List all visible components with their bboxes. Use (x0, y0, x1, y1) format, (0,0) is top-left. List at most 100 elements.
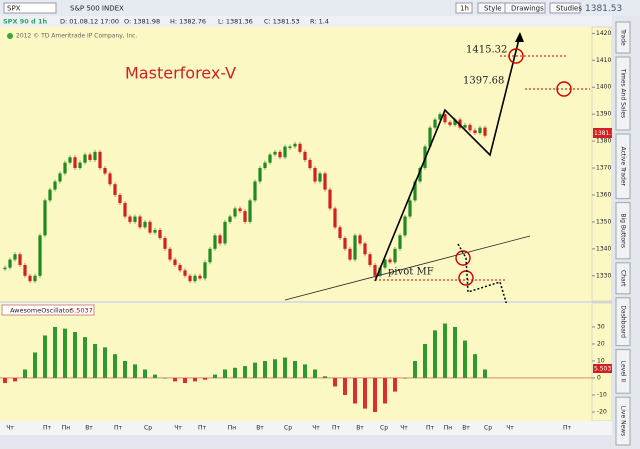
candle (163, 238, 167, 249)
oscillator-bar (33, 352, 37, 378)
candle (408, 200, 412, 217)
header-field: L: 1381.36 (218, 18, 253, 26)
aggregation[interactable]: 1h (460, 5, 469, 13)
sidebar-tab[interactable] (615, 262, 631, 295)
candle (293, 143, 297, 147)
oscillator-bar (173, 377, 177, 382)
toolbar-button[interactable] (549, 2, 581, 14)
toolbar-button-label[interactable]: Drawings (511, 5, 544, 13)
header-field: H: 1382.76 (170, 18, 206, 26)
sidebar-tab-label[interactable]: Times And Sales (620, 68, 627, 118)
sidebar-tab[interactable] (615, 56, 631, 131)
oscillator-bar (313, 369, 317, 378)
candle (228, 216, 232, 222)
annotation: 1397.68 (463, 76, 504, 87)
candle (478, 127, 482, 134)
candle (378, 267, 382, 276)
sidebar-tab-label[interactable]: Active Trader (620, 147, 627, 187)
candle (428, 127, 432, 147)
candle (103, 168, 107, 174)
sidebar-tab-label[interactable]: Dashboard (620, 305, 627, 338)
x-tick-label: Пт (198, 425, 207, 432)
candle (263, 162, 267, 169)
candle (43, 200, 47, 236)
candle (63, 162, 67, 174)
sidebar-tab-label[interactable]: Big Buttons (620, 213, 627, 248)
y-tick-label: 30 (597, 323, 605, 330)
oscillator-bar (433, 330, 437, 378)
sidebar-tab[interactable] (615, 297, 631, 347)
candle (178, 264, 182, 271)
candle (323, 173, 327, 190)
candle (223, 221, 227, 244)
candle (348, 248, 352, 260)
candle (173, 259, 177, 265)
sidebar-tab-label[interactable]: Live News (620, 406, 627, 436)
toolbar-button[interactable] (504, 2, 546, 14)
oscillator-bar (353, 377, 357, 404)
candle (273, 151, 277, 155)
oscillator-bar (213, 374, 217, 378)
candle (353, 235, 357, 260)
sidebar-tab[interactable] (615, 349, 631, 394)
candle (128, 216, 132, 222)
oscillator-bar (373, 377, 377, 413)
candle (433, 119, 437, 128)
candle (153, 229, 157, 233)
sidebar-tab-label[interactable]: Level II (620, 361, 627, 383)
annotation: 1415.32 (466, 45, 507, 56)
candle (328, 189, 332, 209)
sidebar-tab-label[interactable]: Chart (620, 270, 627, 287)
oscillator-bar (293, 360, 297, 378)
aggregation-button[interactable] (455, 2, 473, 14)
symbol-input[interactable] (3, 2, 57, 14)
candle (258, 168, 262, 182)
x-tick-label: Вт (356, 425, 364, 432)
toolbar-button-label[interactable]: Style (484, 5, 502, 13)
candle (133, 216, 137, 222)
circle-marker (556, 81, 572, 97)
oscillator-bar (83, 337, 87, 378)
x-tick-label: Вт (85, 425, 93, 432)
oscillator-bar (333, 377, 337, 387)
copyright: 2012 © TD Ameritrade IP Company, Inc. (16, 33, 137, 40)
candle (33, 275, 37, 282)
candle (458, 119, 462, 128)
sidebar-tab[interactable] (615, 396, 631, 446)
oscillator-bar (303, 364, 307, 378)
candle (333, 208, 337, 228)
price-chart-area (0, 27, 592, 301)
study-name[interactable]: AwesomeOscillator (10, 307, 72, 315)
oscillator-bar (13, 377, 17, 382)
toolbar-button-label[interactable]: Studies (556, 5, 582, 13)
oscillator-bar (93, 343, 97, 378)
sidebar-tab-label[interactable]: Trade (620, 28, 627, 46)
sidebar-tab[interactable] (615, 202, 631, 260)
x-tick-label: Чт (312, 425, 320, 432)
candle (358, 235, 362, 244)
candle (68, 157, 72, 163)
candle (398, 235, 402, 249)
oscillator-bar (323, 376, 327, 378)
sidebar-tab[interactable] (615, 21, 631, 54)
price-box (593, 128, 612, 138)
candle (413, 181, 417, 201)
oscillator-bar (3, 377, 7, 384)
oscillator-bar (153, 374, 157, 378)
candle (463, 124, 467, 128)
candle (468, 124, 472, 131)
y-tick-label: -10 (597, 391, 607, 398)
symbol[interactable]: SPX (7, 5, 21, 13)
x-tick-label: Ср (144, 425, 152, 432)
header-field: SPX 90 d 1h (3, 18, 47, 26)
header-field: O: 1381.98 (124, 18, 160, 26)
candle (88, 154, 92, 160)
header-field: D: 01.08.12 17:00 (60, 18, 119, 26)
candle (158, 229, 162, 239)
study-label-box[interactable] (1, 304, 95, 316)
wave-drawing (374, 34, 521, 282)
arrow-head (515, 32, 524, 42)
candle (13, 254, 17, 260)
sidebar-tab[interactable] (615, 133, 631, 200)
oscillator-bar (413, 360, 417, 378)
